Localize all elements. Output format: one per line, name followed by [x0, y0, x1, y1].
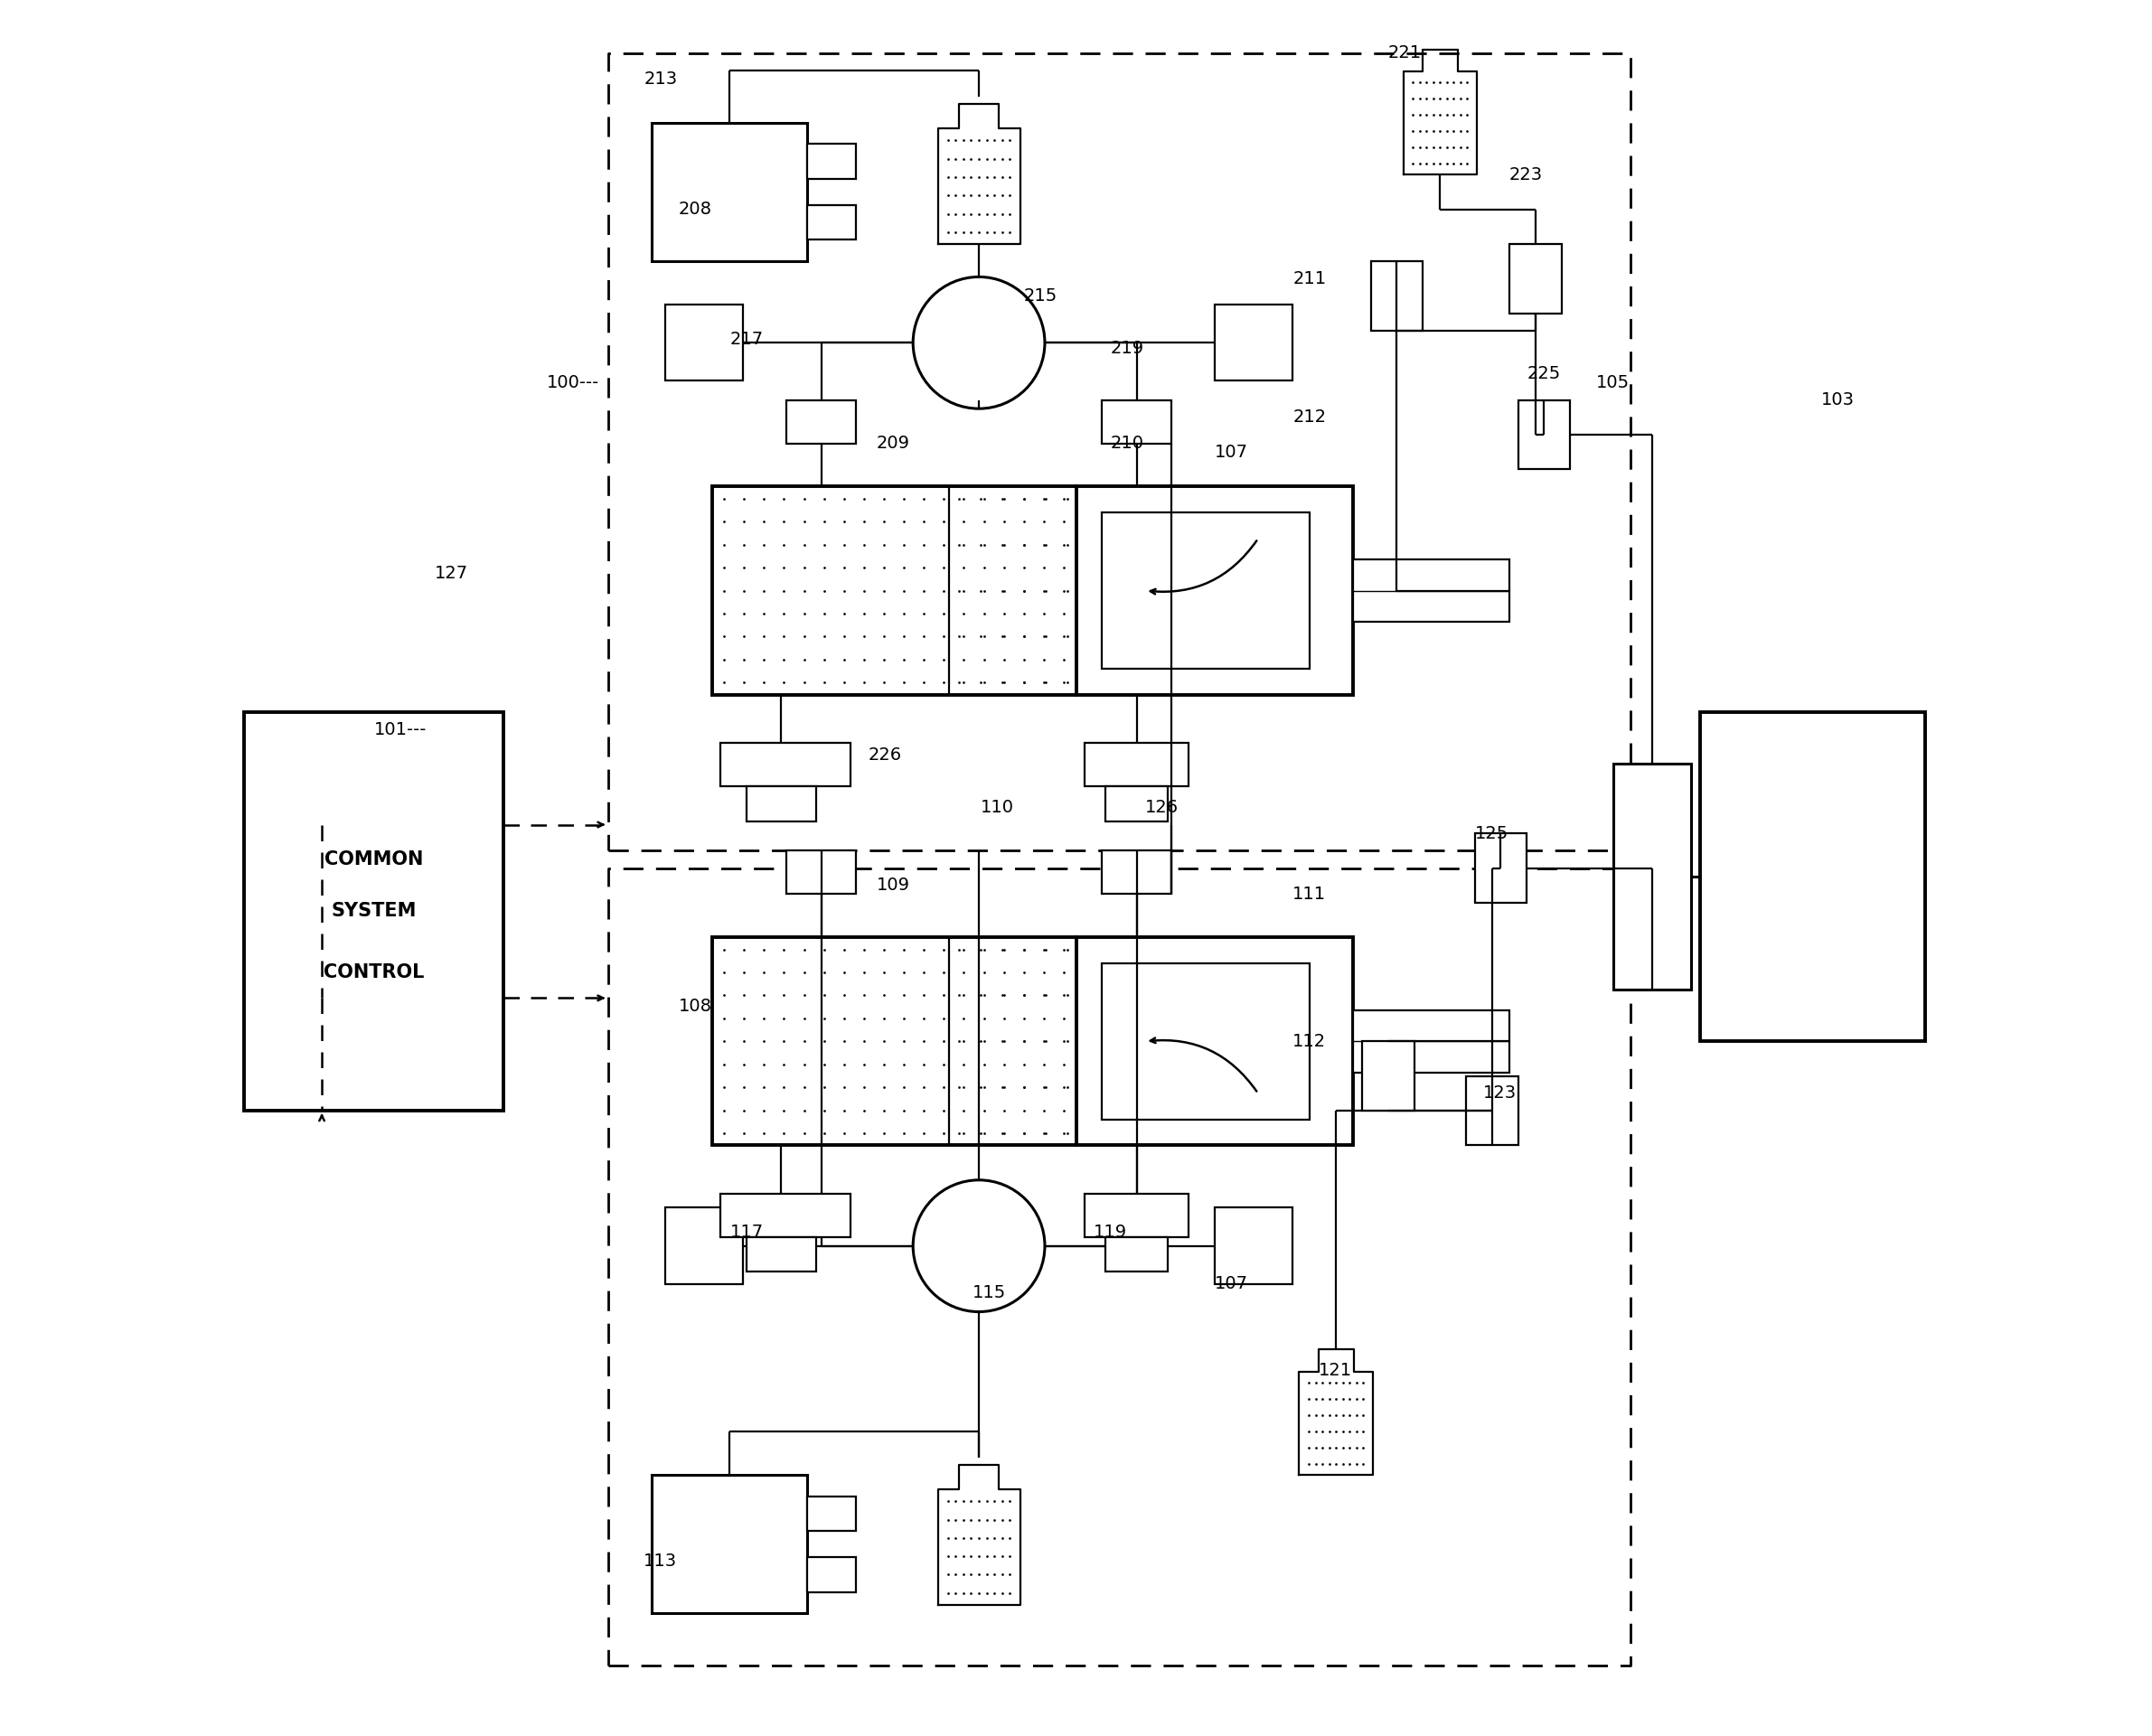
Bar	[1362, 1042, 1414, 1111]
Bar	[1517, 399, 1571, 469]
Text: 112: 112	[1293, 1033, 1326, 1050]
Bar	[785, 399, 856, 443]
Bar	[1700, 712, 1926, 1042]
Text: 212: 212	[1293, 408, 1326, 425]
Bar	[1614, 764, 1691, 990]
Text: 217: 217	[730, 330, 764, 347]
Bar	[1214, 1208, 1293, 1285]
Bar	[1085, 1194, 1188, 1238]
Text: 126: 126	[1145, 799, 1179, 816]
Text: 117: 117	[730, 1224, 764, 1241]
Text: CONTROL: CONTROL	[323, 963, 424, 981]
Text: COMMON: COMMON	[325, 851, 424, 868]
Text: 113: 113	[643, 1552, 678, 1569]
Bar	[1371, 262, 1422, 330]
Text: 225: 225	[1526, 365, 1560, 382]
Circle shape	[912, 276, 1044, 408]
Text: 105: 105	[1597, 373, 1629, 391]
Bar	[1076, 486, 1354, 694]
Text: 125: 125	[1474, 825, 1509, 842]
Bar	[747, 786, 816, 821]
Bar	[1102, 851, 1171, 894]
Text: 221: 221	[1388, 45, 1422, 62]
Bar	[1106, 1238, 1169, 1272]
Bar	[1214, 304, 1293, 380]
Bar	[1102, 512, 1311, 668]
Text: 111: 111	[1293, 885, 1326, 903]
Text: 110: 110	[981, 799, 1014, 816]
Bar	[652, 123, 807, 262]
Text: 121: 121	[1319, 1363, 1351, 1380]
Text: 103: 103	[1821, 391, 1855, 408]
Text: 101---: 101---	[374, 720, 426, 738]
Circle shape	[912, 1180, 1044, 1312]
Text: 127: 127	[435, 564, 469, 582]
Text: 226: 226	[867, 746, 902, 764]
Bar	[807, 144, 856, 179]
Bar	[721, 1194, 850, 1238]
Text: 123: 123	[1483, 1085, 1517, 1102]
Text: 215: 215	[1024, 288, 1057, 304]
Text: 107: 107	[1214, 1276, 1248, 1293]
Bar	[785, 851, 856, 894]
Text: 208: 208	[678, 201, 712, 217]
Bar	[1466, 1076, 1517, 1146]
Bar	[807, 1557, 856, 1592]
Bar	[1076, 937, 1354, 1146]
Bar	[712, 937, 1076, 1146]
Bar	[665, 1208, 742, 1285]
Text: SYSTEM: SYSTEM	[331, 903, 417, 920]
Text: 209: 209	[876, 434, 910, 451]
Text: 210: 210	[1110, 434, 1145, 451]
Bar	[1106, 786, 1169, 821]
Bar	[243, 712, 504, 1111]
Text: 107: 107	[1214, 443, 1248, 460]
Bar	[1354, 559, 1509, 621]
Bar	[721, 743, 850, 786]
Text: 109: 109	[876, 877, 910, 894]
Bar	[665, 304, 742, 380]
Text: 213: 213	[643, 71, 678, 89]
Bar	[652, 1474, 807, 1613]
Text: 119: 119	[1093, 1224, 1128, 1241]
Bar	[1354, 1010, 1509, 1073]
Text: 108: 108	[678, 998, 712, 1016]
Bar	[1102, 399, 1171, 443]
Text: 211: 211	[1293, 271, 1326, 286]
Bar	[1509, 245, 1562, 312]
Bar	[1474, 833, 1526, 903]
Bar	[747, 1238, 816, 1272]
Bar	[807, 1496, 856, 1531]
Text: 219: 219	[1110, 339, 1145, 356]
Text: 115: 115	[973, 1285, 1005, 1302]
Text: 100---: 100---	[547, 373, 598, 391]
Bar	[1085, 743, 1188, 786]
Bar	[1102, 963, 1311, 1120]
Bar	[807, 205, 856, 240]
Text: 223: 223	[1509, 167, 1543, 184]
Bar	[712, 486, 1076, 694]
